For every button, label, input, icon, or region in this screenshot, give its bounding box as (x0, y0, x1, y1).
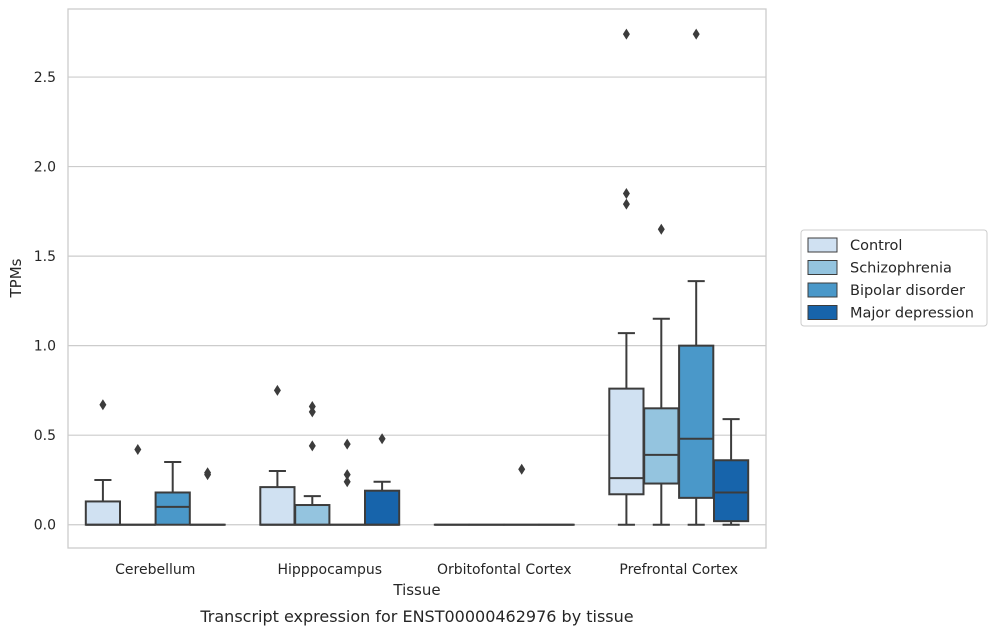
outlier-point (343, 438, 351, 450)
x-tick-label: Prefrontal Cortex (619, 562, 738, 578)
box-iqr (712, 459, 750, 523)
box-0-0 (84, 399, 122, 526)
box-1-1 (294, 401, 331, 526)
box-3-0 (608, 28, 645, 526)
x-tick-labels: Cerebellum Hipppocampus Orbitofontal Corte… (115, 562, 738, 578)
box-iqr (363, 489, 401, 526)
y-tick-label: 1.5 (34, 249, 56, 265)
outlier-point (518, 463, 526, 475)
box-1-3 (363, 433, 401, 526)
outlier-point (99, 399, 107, 411)
box-0-3 (189, 467, 226, 526)
outlier-point (204, 467, 212, 479)
box-0-2 (154, 461, 191, 526)
x-axis-title: Tissue (392, 581, 440, 599)
legend-swatch (807, 282, 838, 298)
legend: Control Schizophrenia Bipolar disorder Majo… (800, 229, 988, 327)
x-tick-label: Cerebellum (115, 562, 195, 578)
box-iqr (678, 344, 715, 499)
box-iqr (84, 500, 122, 526)
outlier-point (273, 384, 281, 396)
legend-swatch (807, 237, 838, 253)
legend-swatch (807, 260, 838, 275)
outlier-point (692, 28, 700, 40)
y-tick-label: 0.5 (34, 428, 56, 444)
box-1-0 (259, 384, 296, 526)
outlier-point (308, 401, 316, 413)
y-tick-label: 2.5 (34, 70, 56, 86)
y-tick-label: 2.0 (34, 160, 56, 176)
box-3-2 (678, 28, 715, 526)
outlier-point (622, 187, 630, 199)
y-tick-label: 0.0 (34, 518, 56, 534)
outlier-point (622, 28, 630, 40)
outlier-point (343, 476, 351, 488)
legend-swatch (807, 305, 838, 320)
y-axis-title: TPMs (7, 258, 25, 298)
outlier-point (343, 469, 351, 481)
chart-caption: Transcript expression for ENST0000046297… (199, 607, 633, 626)
outlier-point (134, 444, 142, 456)
box-series (84, 28, 750, 526)
outlier-point (308, 440, 316, 452)
box-3-3 (712, 418, 750, 526)
legend-label: Schizophrenia (850, 261, 952, 277)
legend-label: Major depression (850, 306, 974, 322)
box-iqr (643, 407, 680, 485)
outlier-point (378, 433, 386, 445)
box-iqr (259, 486, 296, 526)
box-iqr (154, 491, 191, 526)
outlier-point (657, 223, 665, 235)
legend-label: Control (850, 238, 902, 254)
legend-label: Bipolar disorder (850, 283, 965, 299)
y-tick-label: 1.0 (34, 339, 56, 355)
box-1-2 (329, 438, 366, 526)
box-iqr (294, 504, 331, 526)
legend-frame (800, 229, 988, 327)
y-tick-labels: 0.0 0.5 1.0 1.5 2.0 2.5 (34, 70, 56, 534)
x-tick-label: Hipppocampus (277, 562, 382, 578)
box-iqr (608, 387, 645, 496)
x-tick-label: Orbitofontal Cortex (437, 562, 572, 578)
plot-area-frame (67, 8, 767, 549)
outlier-point (622, 198, 630, 210)
